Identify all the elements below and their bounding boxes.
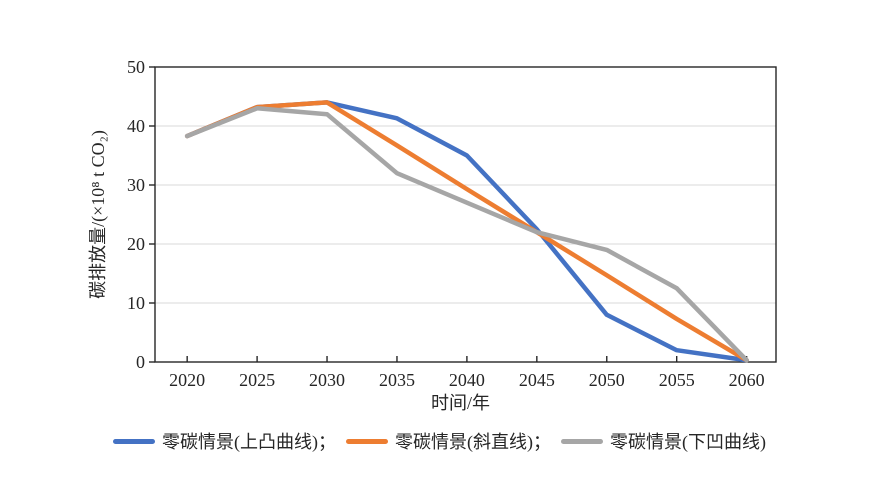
plot-border bbox=[154, 66, 777, 363]
y-tick-label: 40 bbox=[127, 116, 145, 136]
series-line-straight-line bbox=[184, 100, 749, 363]
x-tick-label: 2040 bbox=[449, 370, 485, 390]
y-tick-label: 10 bbox=[127, 293, 145, 313]
x-tick-label: 2025 bbox=[239, 370, 275, 390]
y-tick-label: 20 bbox=[127, 234, 145, 254]
legend-line-swatch-gray bbox=[561, 438, 603, 444]
legend-line-swatch-orange bbox=[346, 438, 388, 444]
x-tick-label: 2060 bbox=[729, 370, 765, 390]
legend-item-convex-curve: 零碳情景(上凸曲线)； bbox=[113, 428, 336, 454]
legend-label: 零碳情景(斜直线)； bbox=[395, 432, 551, 452]
chart-legend: 零碳情景(上凸曲线)； 零碳情景(斜直线)； 零碳情景(下凹曲线) bbox=[0, 429, 879, 453]
x-axis-title: 时间/年 bbox=[431, 393, 490, 413]
x-tick-label: 2050 bbox=[589, 370, 625, 390]
x-tick-label: 2045 bbox=[519, 370, 555, 390]
x-tick-label: 2020 bbox=[169, 370, 205, 390]
legend-item-concave-curve: 零碳情景(下凹曲线) bbox=[561, 428, 766, 454]
series-line-convex-curve bbox=[184, 100, 749, 363]
series-line-concave-curve bbox=[184, 106, 749, 363]
legend-item-straight-line: 零碳情景(斜直线)； bbox=[346, 428, 551, 454]
legend-label: 零碳情景(下凹曲线) bbox=[610, 432, 766, 452]
legend-line-swatch-blue bbox=[113, 438, 155, 444]
legend-label: 零碳情景(上凸曲线)； bbox=[162, 432, 336, 452]
x-tick-label: 2055 bbox=[659, 370, 695, 390]
x-tick-label: 2035 bbox=[379, 370, 415, 390]
y-tick-label: 30 bbox=[127, 175, 145, 195]
y-axis-title: 碳排放量/(×10⁸ t CO₂) bbox=[88, 130, 109, 299]
x-tick-label: 2030 bbox=[309, 370, 345, 390]
y-tick-label: 50 bbox=[127, 57, 145, 77]
y-tick-label: 0 bbox=[136, 352, 145, 372]
